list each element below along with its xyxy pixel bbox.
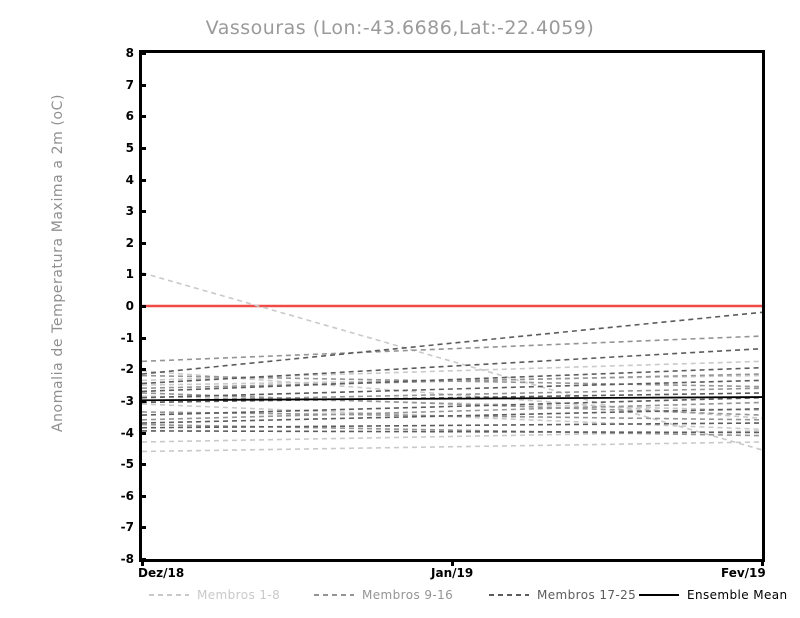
x-axis-tick-label: Jan/19 [431,566,474,580]
y-axis-label: Anomalia de Temperatura Maxima a 2m (oC) [50,93,66,433]
y-axis-tick-mark [139,463,146,467]
member-line [142,401,762,421]
member-line [142,366,762,393]
y-axis-tick-label: 1 [125,267,134,282]
legend-label: Membros 9-16 [362,588,454,602]
member-line [142,379,762,399]
y-axis-tick-label: 4 [125,172,134,187]
x-axis-tick-mark [451,559,454,566]
y-axis-tick-label: 5 [125,140,134,155]
y-axis-tick-mark [139,273,146,277]
x-axis-tick-mark [141,559,144,566]
y-axis-tick-mark [139,115,146,119]
member-line [142,441,762,453]
y-axis-tick-mark [139,526,146,530]
y-axis-tick-label: 2 [125,235,134,250]
y-axis-tick-mark [139,368,146,372]
member-line [142,335,762,363]
legend-label: Membros 1-8 [197,588,281,602]
member-line [142,272,762,451]
y-axis-tick-mark [139,399,146,403]
y-axis-tick-label: -3 [120,393,134,408]
y-axis-tick-label: 0 [125,299,134,313]
member-line [142,396,762,416]
y-axis-tick-mark [139,494,146,498]
legend-item[interactable]: Ensemble Mean [639,586,788,604]
legend-label: Membros 17-25 [537,588,637,602]
member-line [142,430,762,443]
member-line [142,311,762,375]
plot-area [139,50,765,562]
legend-item[interactable]: Membros 17-25 [489,586,636,604]
y-axis-tick-label: -4 [120,425,134,440]
y-axis-tick-mark [139,146,146,150]
y-axis-tick-label: 8 [125,46,134,60]
legend-swatch-icon [149,594,189,596]
legend-swatch-icon [639,594,679,596]
member-line [142,373,762,390]
legend-swatch-icon [489,594,529,596]
member-line [142,347,762,385]
y-axis-tick-label: 3 [125,204,134,219]
legend-item[interactable]: Membros 1-8 [149,586,280,604]
y-axis-tick-label: -8 [120,552,134,566]
member-line [142,392,762,404]
x-axis-tick-label: Dez/18 [138,566,185,580]
y-axis-tick-mark [139,431,146,435]
member-line [142,387,762,402]
y-axis-tick-label: 7 [125,77,134,92]
member-line [142,430,762,434]
member-line [142,422,762,429]
y-axis-tick-label: -5 [120,457,134,472]
y-axis-tick-label: -7 [120,520,134,535]
y-axis-tick-label: 6 [125,109,134,124]
y-axis-tick-mark [139,241,146,245]
y-axis-tick-label: -2 [120,362,134,377]
member-line [142,407,762,424]
chart-title: Vassouras (Lon:-43.6686,Lat:-22.4059) [205,17,595,39]
legend-item[interactable]: Membros 9-16 [314,586,453,604]
y-axis-tick-label: -6 [120,488,134,503]
y-axis-tick-mark [139,210,146,214]
x-axis-tick-label: Fev/19 [721,566,766,580]
y-axis-tick-mark [139,305,146,308]
series-canvas [142,272,762,453]
x-axis-tick-mark [761,559,764,566]
y-axis-tick-mark [139,52,146,55]
ensemble-mean-line [142,396,762,402]
y-axis-tick-label: -1 [120,330,134,345]
y-axis-tick-labels: 8 7 6 5 4 3 2 1 0 -1 -2 -3 -4 -5 -6 -7 -8 [98,0,134,618]
legend-swatch-icon [314,594,354,596]
y-axis-tick-mark [139,83,146,87]
y-axis-tick-mark [139,336,146,340]
legend-label: Ensemble Mean [687,588,788,602]
y-axis-tick-mark [139,178,146,182]
legend: Membros 1-8 Membros 9-16 Membros 17-25 Ense… [139,586,787,606]
